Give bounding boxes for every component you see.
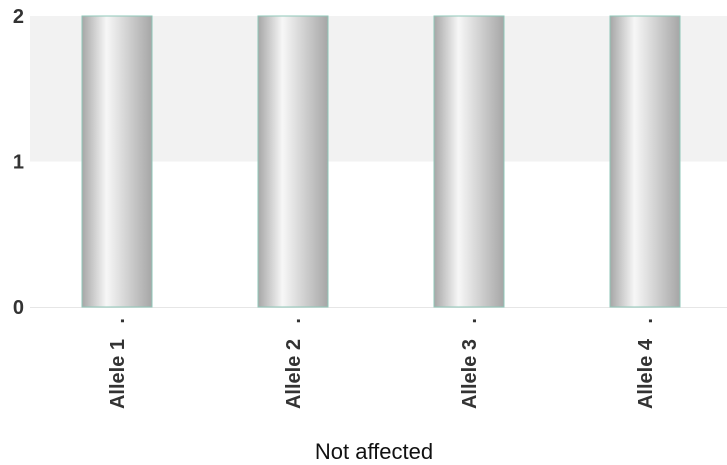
x-tick-suffix: .: [635, 318, 657, 324]
bar[interactable]: [433, 15, 505, 308]
y-tick-label: 2: [13, 6, 24, 28]
x-tick-suffix: .: [107, 318, 129, 324]
x-tick-label: . Allele 1: [107, 318, 129, 409]
x-tick-text: Allele 3: [459, 339, 481, 409]
bar[interactable]: [609, 15, 681, 308]
x-tick-text: Allele 2: [283, 339, 305, 409]
x-tick-suffix: .: [283, 318, 305, 324]
bar[interactable]: [257, 15, 329, 308]
x-tick-suffix: .: [459, 318, 481, 324]
bars: [81, 15, 681, 308]
x-axis-title: Not affected: [315, 439, 433, 464]
x-tick-text: Allele 1: [107, 339, 129, 409]
bar[interactable]: [81, 15, 153, 308]
y-tick-label: 0: [13, 297, 24, 319]
y-axis-ticks: 0 1 2: [13, 6, 24, 319]
y-tick-label: 1: [13, 152, 24, 174]
x-tick-label: . Allele 4: [635, 318, 657, 409]
x-tick-text: Allele 4: [635, 338, 657, 409]
x-tick-label: . Allele 3: [459, 318, 481, 409]
x-axis-labels: . Allele 1. Allele 2. Allele 3. Allele 4: [107, 318, 657, 409]
x-tick-label: . Allele 2: [283, 318, 305, 409]
